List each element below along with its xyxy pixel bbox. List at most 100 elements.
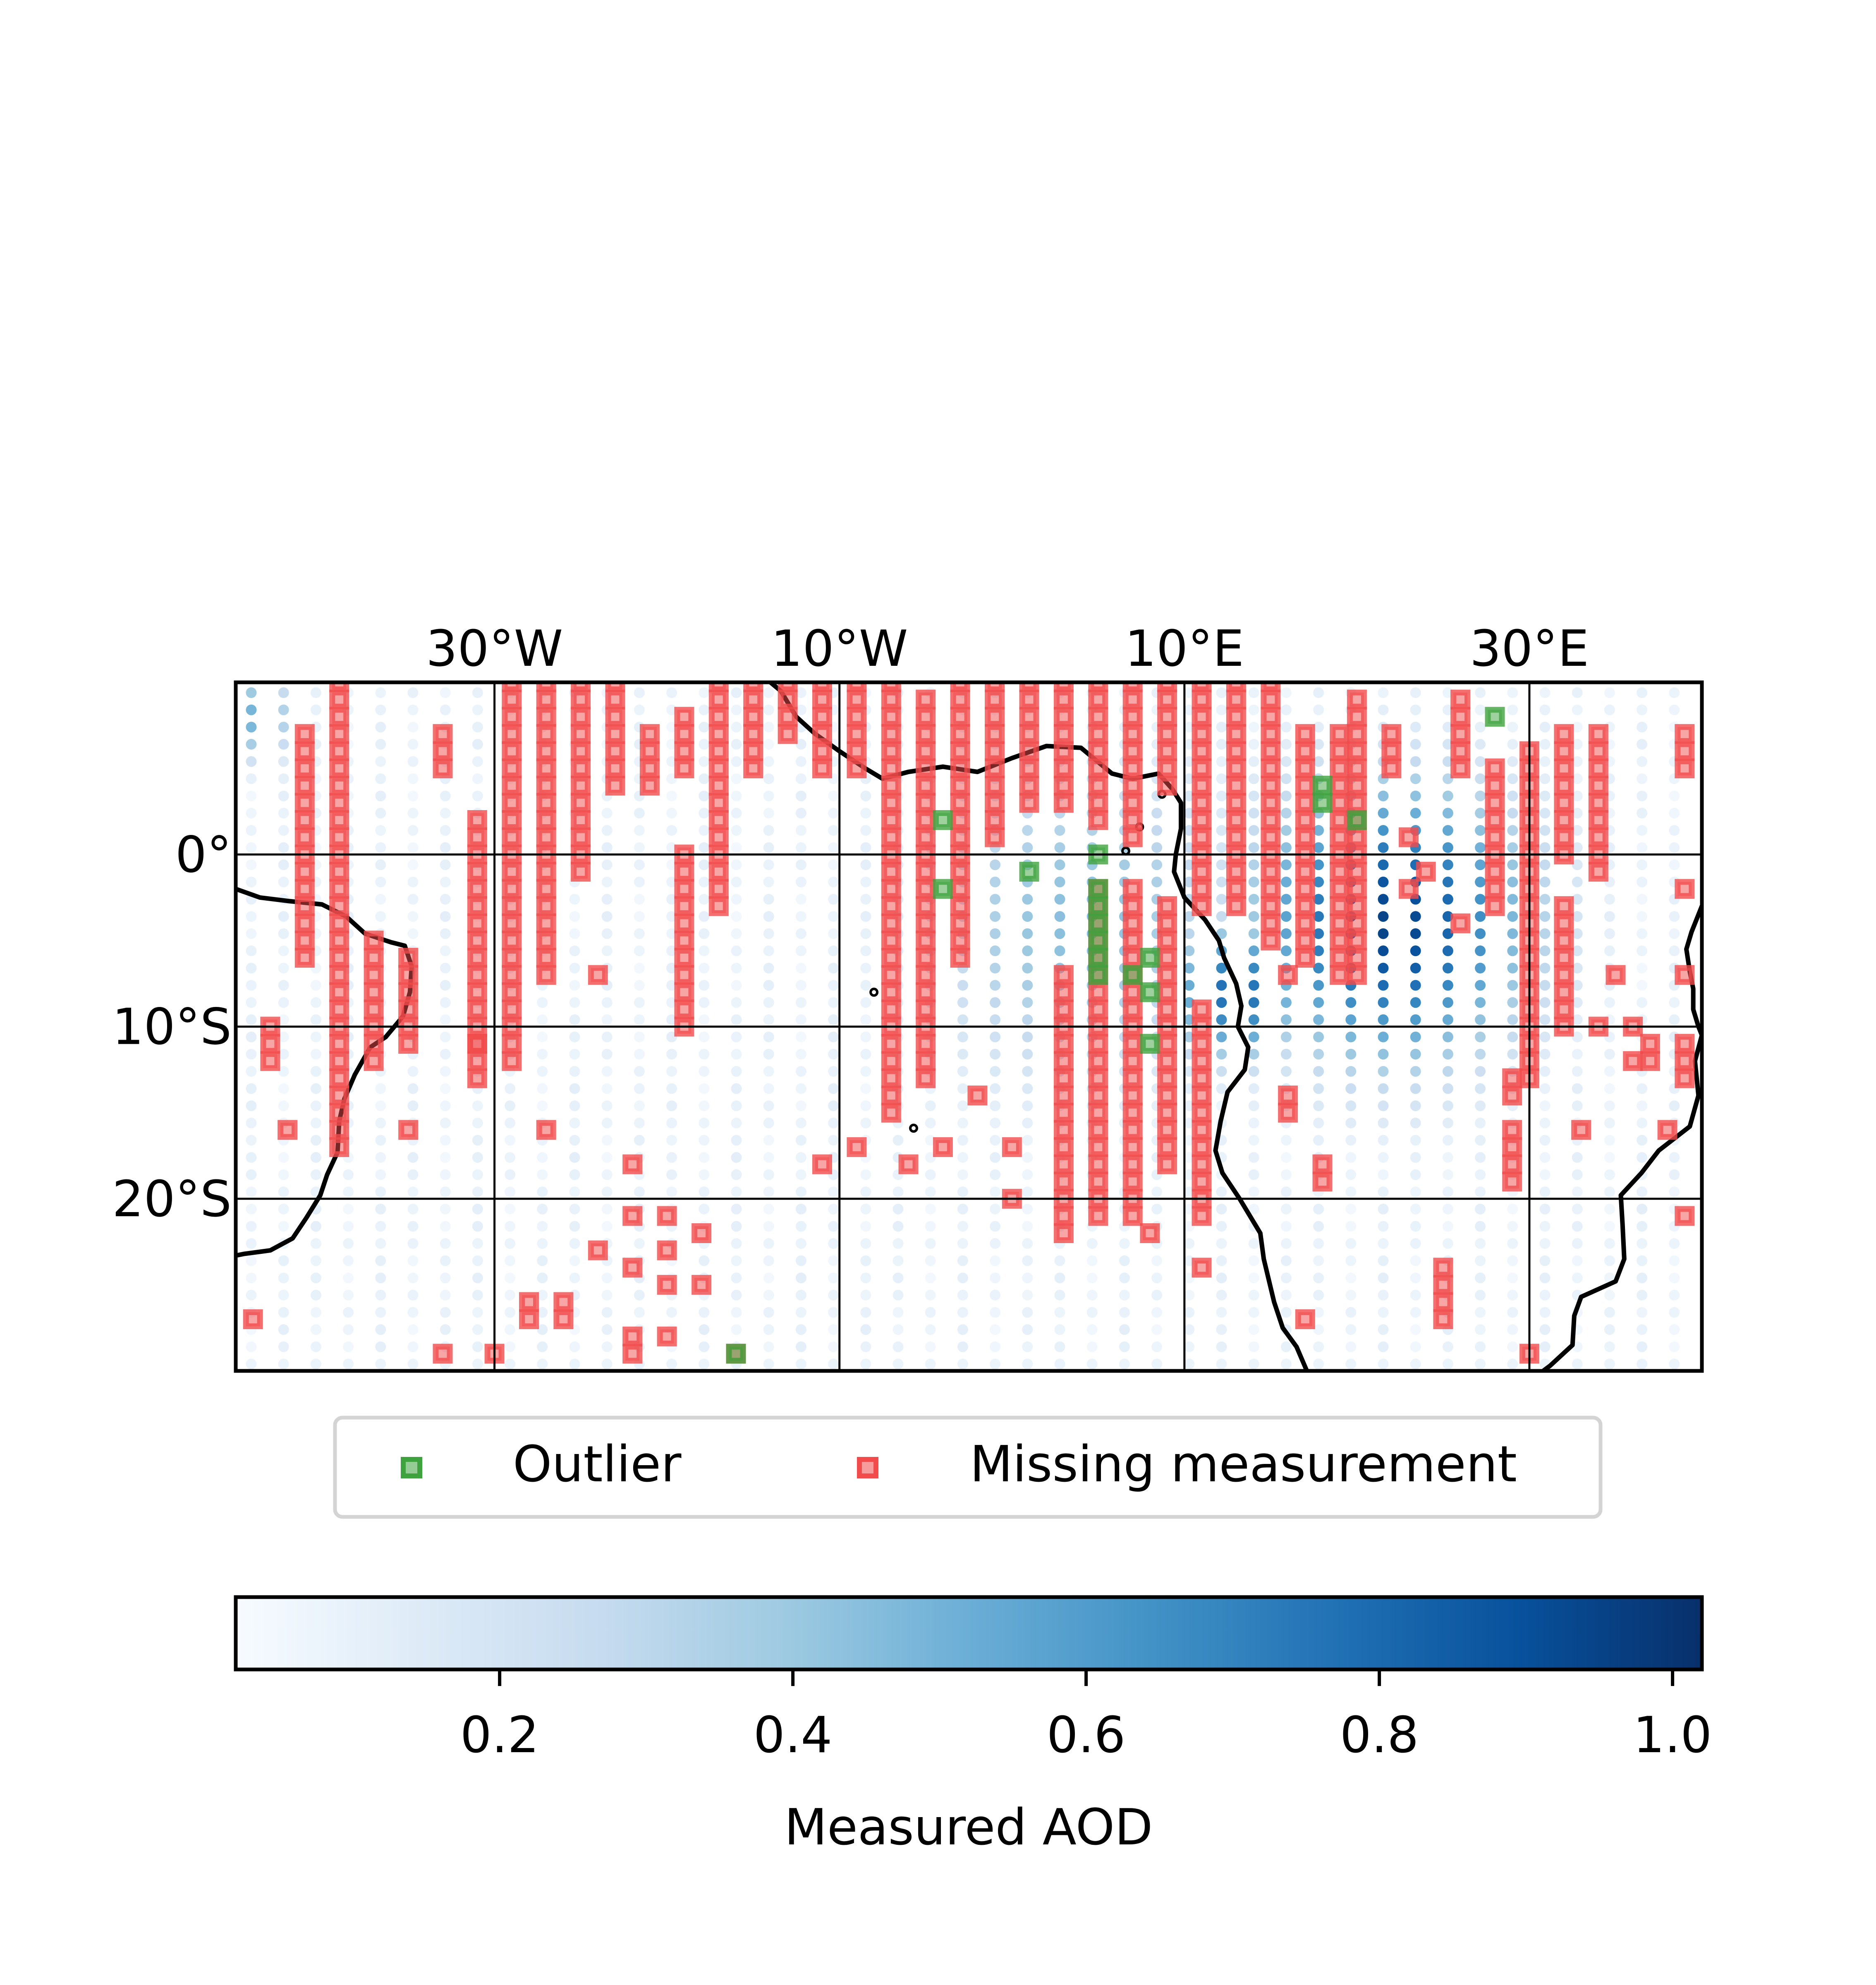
- aod-point: [375, 790, 386, 801]
- aod-point: [957, 1272, 968, 1284]
- missing-measurement-marker: [812, 689, 832, 710]
- missing-measurement-marker: [605, 741, 625, 761]
- aod-point: [1313, 1014, 1324, 1025]
- aod-point: [1637, 876, 1648, 887]
- outlier-marker: [1485, 707, 1505, 727]
- aod-point: [1475, 859, 1486, 871]
- aod-point: [666, 1186, 677, 1198]
- aod-point: [1669, 1238, 1680, 1249]
- aod-point: [1442, 963, 1453, 973]
- missing-measurement-marker: [502, 707, 522, 727]
- aod-point: [699, 980, 710, 991]
- aod-point: [1313, 842, 1324, 853]
- aod-point: [1378, 1324, 1389, 1335]
- missing-measurement-marker: [916, 948, 936, 968]
- aod-point: [731, 894, 742, 905]
- aod-point: [1410, 1049, 1421, 1060]
- missing-measurement-marker: [1347, 775, 1367, 796]
- aod-point: [1248, 876, 1259, 887]
- aod-point: [763, 1358, 774, 1370]
- aod-point: [1475, 1031, 1486, 1043]
- missing-measurement-marker: [1554, 948, 1574, 968]
- aod-point: [1475, 928, 1486, 939]
- aod-point: [278, 773, 289, 784]
- aod-point: [1475, 1203, 1486, 1215]
- aod-point: [666, 1100, 677, 1111]
- island-outline: [909, 1124, 918, 1133]
- aod-point: [795, 1083, 806, 1094]
- aod-point: [569, 911, 580, 922]
- colorbar-gradient: [234, 1595, 1704, 1672]
- legend-label-outlier: Outlier: [513, 1436, 682, 1493]
- missing-measurement-marker: [1623, 1051, 1643, 1071]
- aod-point: [310, 1358, 321, 1370]
- missing-measurement-marker: [294, 879, 315, 899]
- aod-point: [957, 1186, 968, 1198]
- aod-point: [278, 963, 289, 973]
- legend-item-missing: Missing measurement: [857, 1436, 1517, 1493]
- missing-measurement-marker: [1588, 775, 1608, 796]
- aod-point: [1248, 911, 1259, 922]
- missing-measurement-marker: [536, 775, 556, 796]
- aod-point: [828, 825, 839, 836]
- aod-point: [763, 876, 774, 887]
- aod-point: [1313, 928, 1324, 939]
- aod-point: [1054, 1358, 1065, 1370]
- aod-point: [893, 1203, 904, 1215]
- aod-point: [795, 842, 806, 853]
- aod-point: [731, 1169, 742, 1180]
- aod-point: [990, 945, 1001, 957]
- aod-point: [795, 928, 806, 939]
- aod-point: [634, 894, 645, 905]
- aod-point: [634, 842, 645, 853]
- aod-point: [1637, 894, 1648, 905]
- aod-point: [990, 1100, 1001, 1111]
- aod-point: [407, 808, 419, 819]
- aod-point: [634, 1014, 645, 1025]
- missing-measurement-marker: [1226, 775, 1246, 796]
- aod-point: [246, 1358, 257, 1370]
- aod-point: [1410, 756, 1421, 767]
- aod-point: [731, 963, 742, 973]
- aod-point: [601, 1324, 613, 1335]
- aod-point: [1669, 1358, 1680, 1370]
- aod-point: [1086, 1255, 1098, 1266]
- outlier-marker: [1140, 1034, 1160, 1054]
- aod-point: [1151, 1272, 1163, 1284]
- missing-measurement-marker: [1088, 1137, 1108, 1157]
- aod-point: [1475, 1324, 1486, 1335]
- missing-measurement-marker: [605, 707, 625, 727]
- missing-measurement-marker: [502, 758, 522, 779]
- aod-point: [1539, 928, 1551, 939]
- aod-point: [1604, 1117, 1615, 1129]
- aod-point: [1345, 1238, 1357, 1249]
- aod-point: [407, 704, 419, 715]
- island-outline: [869, 988, 879, 997]
- missing-measurement-marker: [329, 913, 349, 933]
- missing-measurement-marker: [588, 1240, 608, 1260]
- aod-point: [1572, 876, 1583, 887]
- missing-measurement-marker: [536, 896, 556, 916]
- aod-point: [1475, 997, 1486, 1008]
- aod-point: [310, 1100, 321, 1111]
- aod-point: [731, 687, 742, 698]
- aod-point: [860, 825, 871, 836]
- aod-point: [763, 1066, 774, 1077]
- colorbar-tick-label: 1.0: [1633, 1707, 1712, 1764]
- missing-measurement-marker: [950, 827, 970, 847]
- aod-point: [731, 997, 742, 1008]
- missing-measurement-marker: [950, 707, 970, 727]
- missing-measurement-marker: [812, 758, 832, 779]
- aod-point: [1669, 1169, 1680, 1180]
- aod-point: [1604, 1083, 1615, 1094]
- aod-point: [1378, 963, 1389, 973]
- missing-measurement-marker: [1502, 1068, 1522, 1088]
- aod-point: [375, 894, 386, 905]
- aod-point: [828, 1066, 839, 1077]
- missing-measurement-marker: [674, 913, 694, 933]
- aod-point: [1442, 1049, 1453, 1060]
- aod-point: [1280, 1358, 1292, 1370]
- aod-point: [1572, 756, 1583, 767]
- aod-point: [1248, 1186, 1259, 1198]
- aod-point: [407, 1341, 419, 1352]
